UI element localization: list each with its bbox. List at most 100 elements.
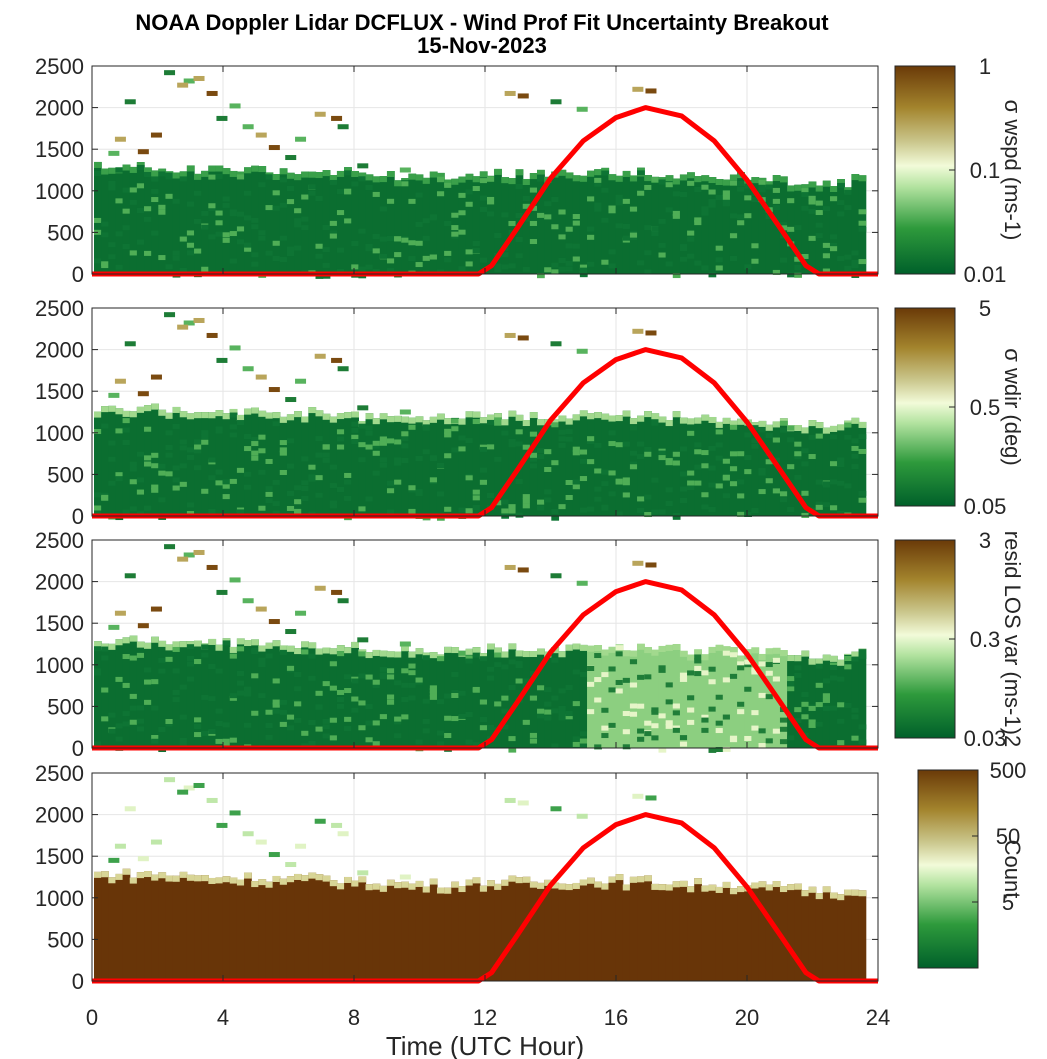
heatmap-cell xyxy=(629,232,638,238)
heatmap-cell xyxy=(101,232,109,238)
heatmap-column xyxy=(394,415,402,516)
heatmap-cell xyxy=(550,806,562,812)
heatmap-cell xyxy=(565,266,574,272)
heatmap-cap xyxy=(679,417,688,424)
heatmap-column xyxy=(451,881,460,981)
heatmap-cell xyxy=(365,264,374,270)
heatmap-cell xyxy=(751,197,760,203)
heatmap-column xyxy=(801,427,810,516)
heatmap-cell xyxy=(729,451,738,457)
heatmap-cap xyxy=(436,887,445,894)
heatmap-cell xyxy=(558,436,567,442)
heatmap-cell xyxy=(236,646,245,652)
heatmap-cell xyxy=(737,511,745,517)
heatmap-cap xyxy=(401,416,409,423)
heatmap-cell xyxy=(508,504,517,510)
heatmap-cell xyxy=(744,432,752,438)
heatmap-cell xyxy=(787,507,795,513)
heatmap-column xyxy=(508,875,517,981)
heatmap-cap xyxy=(315,172,324,179)
heatmap-cell xyxy=(315,704,324,710)
heatmap-cell xyxy=(694,186,702,192)
heatmap-cap xyxy=(665,175,674,182)
heatmap-cell xyxy=(808,454,817,460)
heatmap-cell xyxy=(394,733,402,739)
heatmap-cell xyxy=(808,235,817,241)
heatmap-cap xyxy=(615,175,624,182)
heatmap-cell xyxy=(515,183,524,189)
heatmap-cap xyxy=(629,175,638,182)
heatmap-cap xyxy=(444,418,452,425)
heatmap-column xyxy=(608,876,617,981)
heatmap-cell xyxy=(715,455,724,461)
heatmap-column xyxy=(415,648,424,748)
heatmap-column xyxy=(379,176,388,274)
heatmap-cap xyxy=(408,883,417,890)
heatmap-cap xyxy=(837,659,845,666)
colorbar xyxy=(894,307,956,507)
heatmap-cell xyxy=(779,497,788,503)
heatmap-cell xyxy=(758,489,767,495)
heatmap-cell xyxy=(201,224,209,230)
heatmap-cap xyxy=(558,169,567,176)
heatmap-cap xyxy=(501,651,510,658)
heatmap-column xyxy=(822,180,831,274)
heatmap-cell xyxy=(194,659,202,665)
y-tick-label: 500 xyxy=(47,694,84,719)
heatmap-cell xyxy=(151,487,159,493)
heatmap-cell xyxy=(594,744,602,750)
heatmap-cell xyxy=(737,214,745,220)
heatmap-cell xyxy=(851,453,860,459)
heatmap-cell xyxy=(144,699,152,705)
heatmap-cell xyxy=(244,722,252,728)
heatmap-column xyxy=(529,881,538,981)
heatmap-cap xyxy=(622,170,631,177)
heatmap-cap xyxy=(565,644,574,651)
heatmap-cell xyxy=(465,438,474,444)
heatmap-cap xyxy=(272,640,281,647)
heatmap-column xyxy=(172,875,181,981)
heatmap-cell xyxy=(415,739,424,745)
heatmap-column xyxy=(201,875,209,981)
heatmap-column xyxy=(544,651,552,748)
heatmap-cell xyxy=(295,378,307,384)
heatmap-cell xyxy=(294,686,302,692)
heatmap-cell xyxy=(415,489,424,495)
heatmap-cap xyxy=(572,175,581,182)
heatmap-column xyxy=(765,424,774,516)
heatmap-cell xyxy=(822,697,831,703)
heatmap-cell xyxy=(229,737,238,743)
heatmap-cell xyxy=(794,225,802,231)
heatmap-cell xyxy=(708,666,717,672)
heatmap-cell xyxy=(357,637,369,643)
heatmap-cell xyxy=(158,255,167,261)
heatmap-cell xyxy=(222,479,231,485)
heatmap-cell xyxy=(672,727,681,733)
heatmap-cap xyxy=(351,880,359,887)
heatmap-cell xyxy=(494,652,502,658)
heatmap-cell xyxy=(537,448,545,454)
heatmap-column xyxy=(801,890,810,981)
heatmap-cell xyxy=(587,459,595,465)
heatmap-cell xyxy=(272,678,281,684)
heatmap-cell xyxy=(194,723,202,729)
heatmap-cell xyxy=(801,692,810,698)
heatmap-cell xyxy=(158,726,167,732)
heatmap-cell xyxy=(779,420,788,426)
sun-curve xyxy=(92,812,878,984)
heatmap-column xyxy=(801,184,810,274)
heatmap-cell xyxy=(608,470,617,476)
heatmap-column xyxy=(858,890,867,981)
heatmap-cell xyxy=(122,509,131,515)
heatmap-cell xyxy=(265,205,274,211)
heatmap-column xyxy=(372,649,381,748)
heatmap-cell xyxy=(751,725,760,731)
heatmap-cell xyxy=(587,439,595,445)
heatmap-cap xyxy=(694,176,702,183)
heatmap-cell xyxy=(236,239,245,245)
heatmap-column xyxy=(222,638,231,748)
heatmap-column xyxy=(336,170,345,274)
heatmap-column xyxy=(787,655,795,748)
heatmap-cell xyxy=(308,740,317,746)
heatmap-cap xyxy=(151,403,159,410)
